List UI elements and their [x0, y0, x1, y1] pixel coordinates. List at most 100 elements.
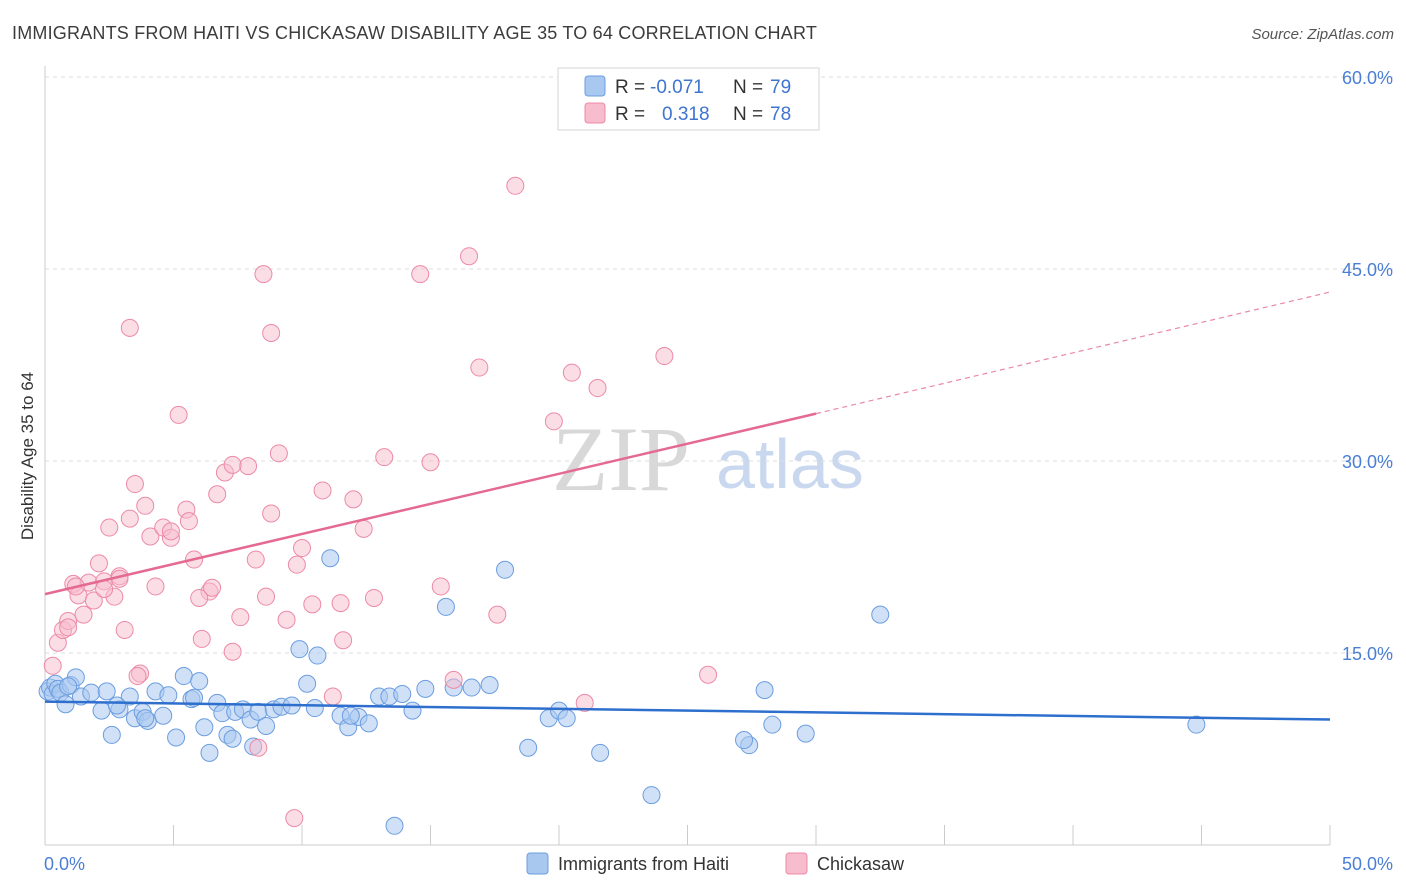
- point-chickasaw-37: [277, 610, 296, 629]
- legend-n-value-haiti: 79: [770, 77, 791, 98]
- gridlines: [45, 76, 1394, 654]
- point-haiti-71: [341, 706, 360, 725]
- point-haiti-62: [642, 786, 661, 805]
- point-haiti-60: [557, 709, 576, 728]
- chart-title: IMMIGRANTS FROM HAITI VS CHICKASAW DISAB…: [12, 23, 817, 43]
- point-chickasaw-42: [323, 687, 342, 706]
- point-haiti-15: [120, 687, 139, 706]
- point-chickasaw-74: [331, 594, 350, 613]
- legend-r-value-haiti: -0.071: [650, 77, 704, 98]
- point-chickasaw-32: [239, 457, 258, 476]
- point-haiti-74: [59, 677, 78, 696]
- point-haiti-6: [56, 695, 75, 714]
- point-chickasaw-18: [136, 496, 155, 515]
- point-chickasaw-38: [285, 809, 304, 828]
- point-chickasaw-75: [128, 667, 147, 686]
- point-haiti-46: [359, 714, 378, 733]
- point-haiti-67: [796, 724, 815, 743]
- point-chickasaw-26: [192, 629, 211, 648]
- point-chickasaw-9: [89, 554, 108, 573]
- point-chickasaw-30: [223, 642, 242, 661]
- legend-n-label-chickasaw: N =: [733, 104, 763, 125]
- point-chickasaw-34: [254, 265, 273, 284]
- point-chickasaw-71: [179, 512, 198, 531]
- point-haiti-25: [190, 672, 209, 691]
- x-tick-label-1: 50.0%: [1342, 854, 1393, 874]
- trend-lines: [44, 291, 1331, 721]
- bottom-legend-label-chickasaw: Chickasaw: [817, 854, 905, 874]
- point-haiti-12: [97, 682, 116, 701]
- correlation-legend: R = -0.071 N = 79 R = 0.318 N = 78: [557, 67, 820, 131]
- series-legend: Immigrants from Haiti Chickasaw: [526, 852, 905, 875]
- point-haiti-50: [403, 701, 422, 720]
- watermark: ZIP atlas: [552, 408, 864, 510]
- point-chickasaw-46: [364, 588, 383, 607]
- point-chickasaw-68: [95, 580, 114, 598]
- point-chickasaw-56: [544, 412, 563, 431]
- trend-line-chickasaw: [44, 412, 817, 596]
- point-chickasaw-8: [84, 591, 103, 610]
- point-haiti-35: [257, 716, 276, 735]
- point-haiti-23: [174, 667, 193, 686]
- legend-r-label-chickasaw: R =: [615, 104, 645, 125]
- trend-line-haiti: [44, 700, 1331, 721]
- point-chickasaw-33: [246, 550, 265, 569]
- point-chickasaw-63: [120, 318, 139, 337]
- point-chickasaw-53: [470, 358, 489, 377]
- y-tick-label-2: 45.0%: [1342, 260, 1393, 280]
- point-chickasaw-15: [120, 509, 139, 528]
- point-chickasaw-52: [460, 247, 479, 266]
- point-chickasaw-72: [203, 578, 222, 597]
- point-haiti-70: [385, 816, 404, 835]
- point-haiti-61: [591, 743, 610, 762]
- legend-r-label-haiti: R =: [615, 77, 645, 98]
- y-tick-label-1: 30.0%: [1342, 452, 1393, 472]
- point-haiti-57: [519, 738, 538, 757]
- y-axis-label: Disability Age 35 to 64: [18, 372, 37, 540]
- point-chickasaw-62: [262, 324, 281, 342]
- point-chickasaw-66: [223, 455, 242, 474]
- point-chickasaw-55: [506, 176, 525, 195]
- y-tick-label-0: 15.0%: [1342, 644, 1393, 664]
- point-haiti-41: [308, 646, 327, 665]
- point-haiti-21: [159, 686, 178, 705]
- point-chickasaw-54: [488, 605, 507, 624]
- point-haiti-39: [290, 640, 309, 659]
- point-haiti-49: [393, 684, 412, 703]
- point-haiti-51: [416, 679, 435, 698]
- point-chickasaw-40: [303, 595, 322, 614]
- y-tick-label-3: 60.0%: [1342, 68, 1393, 88]
- point-haiti-27: [200, 743, 219, 762]
- point-chickasaw-36: [269, 444, 288, 463]
- point-chickasaw-20: [146, 577, 165, 596]
- point-chickasaw-77: [249, 738, 268, 757]
- point-haiti-65: [763, 715, 782, 734]
- point-haiti-72: [185, 688, 204, 707]
- point-haiti-42: [321, 549, 340, 568]
- point-chickasaw-47: [375, 448, 394, 467]
- point-haiti-69: [1187, 715, 1206, 734]
- point-chickasaw-60: [655, 347, 674, 366]
- point-chickasaw-59: [575, 693, 594, 712]
- point-chickasaw-58: [588, 379, 607, 398]
- point-haiti-64: [735, 731, 754, 750]
- point-haiti-54: [462, 678, 481, 697]
- x-tick-label-0: 0.0%: [44, 854, 85, 874]
- point-haiti-52: [436, 597, 455, 616]
- legend-r-value-chickasaw: 0.318: [662, 104, 710, 125]
- point-chickasaw-73: [257, 587, 276, 606]
- bottom-legend-swatch-chickasaw: [785, 852, 808, 875]
- point-haiti-68: [871, 605, 890, 624]
- point-chickasaw-39: [293, 539, 311, 558]
- chart-source: Source: ZipAtlas.com: [1251, 26, 1394, 43]
- point-chickasaw-16: [125, 475, 144, 494]
- point-haiti-78: [223, 729, 242, 748]
- point-haiti-40: [298, 674, 317, 693]
- point-chickasaw-11: [100, 518, 119, 537]
- point-haiti-20: [154, 706, 173, 725]
- point-haiti-10: [82, 683, 101, 702]
- point-chickasaw-67: [287, 555, 306, 574]
- legend-n-label-haiti: N =: [733, 77, 763, 98]
- point-chickasaw-49: [421, 453, 440, 472]
